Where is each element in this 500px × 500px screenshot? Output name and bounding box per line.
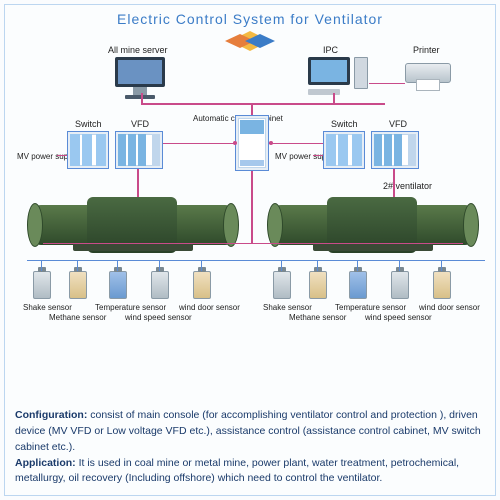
config-heading: Configuration: (15, 409, 87, 421)
diagram-canvas: All mine server IPC Printer A (13, 45, 487, 385)
temp-r-label: Temperature sensor (335, 303, 406, 312)
top-bus (141, 103, 385, 105)
cabinet-down (251, 171, 253, 243)
windspeed-sensor-l (151, 271, 169, 299)
app-heading: Application: (15, 457, 76, 469)
ipc-printer-line (369, 83, 405, 84)
sd5 (201, 260, 202, 271)
ipc-device (308, 57, 368, 99)
vfd-left-down (137, 169, 139, 197)
sensor-bus (43, 243, 463, 244)
server-label: All mine server (108, 45, 168, 55)
printer-device (405, 63, 451, 95)
vfd-right (371, 131, 419, 169)
sd7 (317, 260, 318, 271)
printer-label: Printer (413, 45, 440, 55)
sd8 (357, 260, 358, 271)
auto-control-cabinet (235, 115, 269, 171)
description-block: Configuration: consist of main console (… (15, 408, 485, 487)
windspeed-sensor-r (391, 271, 409, 299)
windspeed-r-label: wind speed sensor (365, 313, 432, 322)
winddoor-l-label: wind door sensor (179, 303, 240, 312)
vfd-right-label: VFD (389, 119, 407, 129)
temp-sensor-l (109, 271, 127, 299)
switch-right (323, 131, 365, 169)
switch-left-label: Switch (75, 119, 102, 129)
sd9 (399, 260, 400, 271)
sd4 (159, 260, 160, 271)
winddoor-sensor-l (193, 271, 211, 299)
vent2-label: 2# ventilator (383, 181, 432, 191)
main-title: Electric Control System for Ventilator (5, 11, 495, 27)
mv-left-line (57, 155, 67, 156)
cab-to-right (269, 143, 323, 144)
vfd-left-to-cab (163, 143, 235, 144)
methane-sensor-r (309, 271, 327, 299)
diagram-frame: Electric Control System for Ventilator A… (4, 4, 496, 496)
sd3 (117, 260, 118, 271)
shake-r-label: Shake sensor (263, 303, 312, 312)
vfd-left (115, 131, 163, 169)
dot2 (269, 141, 273, 145)
ventilator-1 (33, 197, 233, 253)
cabinet-up (251, 103, 253, 115)
server-drop (141, 93, 143, 103)
sd1 (41, 260, 42, 271)
shake-sensor-l (33, 271, 51, 299)
sd10 (441, 260, 442, 271)
windspeed-l-label: wind speed sensor (125, 313, 192, 322)
sd6 (281, 260, 282, 271)
switch-right-label: Switch (331, 119, 358, 129)
winddoor-sensor-r (433, 271, 451, 299)
temp-l-label: Temperature sensor (95, 303, 166, 312)
app-text: It is used in coal mine or metal mine, p… (15, 457, 459, 485)
sensor-bus-blue (27, 260, 485, 261)
mv-right-line (313, 155, 323, 156)
methane-sensor-l (69, 271, 87, 299)
methane-l-label: Methane sensor (49, 313, 106, 322)
ipc-label: IPC (323, 45, 338, 55)
methane-r-label: Methane sensor (289, 313, 346, 322)
shake-l-label: Shake sensor (23, 303, 72, 312)
ventilator-2 (273, 197, 473, 253)
sd2 (77, 260, 78, 271)
server-device (115, 57, 165, 99)
mv-left-label: MV power supply (17, 153, 61, 162)
shake-sensor-r (273, 271, 291, 299)
ipc-drop (333, 93, 335, 103)
winddoor-r-label: wind door sensor (419, 303, 480, 312)
temp-sensor-r (349, 271, 367, 299)
vfd-left-label: VFD (131, 119, 149, 129)
switch-left (67, 131, 109, 169)
dot1 (233, 141, 237, 145)
